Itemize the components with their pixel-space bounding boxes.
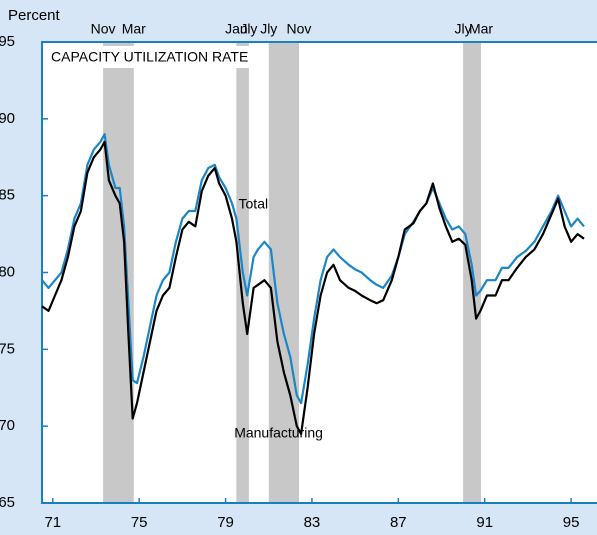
chart-title: CAPACITY UTILIZATION RATE — [51, 49, 248, 65]
x-tick-label: 83 — [304, 514, 321, 531]
plot-area — [41, 41, 597, 504]
recession-band — [103, 43, 134, 502]
y-tick-label: 90 — [0, 110, 15, 127]
recession-start-label: Jly — [455, 21, 472, 37]
recession-end-label: Nov — [287, 21, 312, 37]
recession-end-label: Mar — [469, 21, 493, 37]
recession-start-label: Nov — [91, 21, 116, 37]
y-tick-label: 95 — [0, 33, 15, 50]
x-tick-label: 71 — [44, 514, 61, 531]
recession-start-label: Jan — [225, 21, 248, 37]
y-tick-label: 85 — [0, 187, 15, 204]
x-tick-label: 91 — [476, 514, 493, 531]
x-tick-label: 75 — [131, 514, 148, 531]
y-tick-label: 70 — [0, 417, 15, 434]
annotation: Manufacturing — [234, 425, 323, 441]
recession-end-label: Jly — [240, 21, 257, 37]
x-tick-label: 79 — [217, 514, 234, 531]
y-axis-label: Percent — [8, 7, 61, 24]
recession-end-label: Mar — [122, 21, 146, 37]
title-box — [46, 46, 268, 68]
annotation: Total — [239, 196, 269, 212]
recession-start-label: Jly — [260, 21, 277, 37]
series-line — [41, 140, 585, 435]
y-tick-label: 75 — [0, 340, 15, 357]
y-tick-label: 65 — [0, 494, 15, 511]
x-tick-label: 87 — [390, 514, 407, 531]
y-tick-label: 80 — [0, 263, 15, 280]
x-tick-label: 95 — [563, 514, 580, 531]
